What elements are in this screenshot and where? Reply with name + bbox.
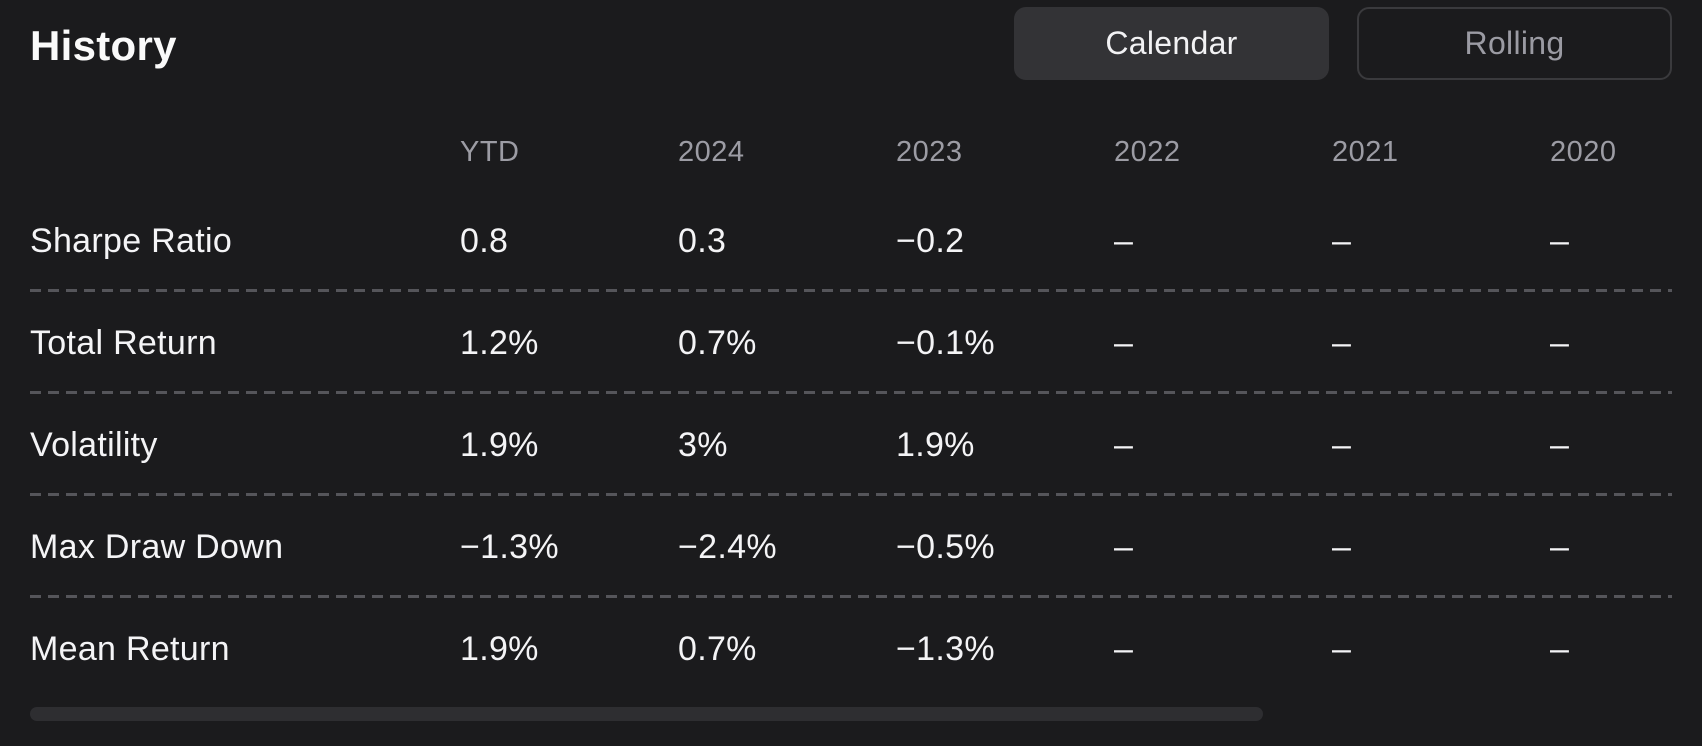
cell-value: −1.3%	[896, 629, 995, 668]
horizontal-scrollbar-track[interactable]	[30, 707, 1672, 721]
cell-value: −0.2	[896, 221, 965, 260]
table-body: Sharpe Ratio 0.8 0.3 −0.2 – – – Total Re…	[30, 190, 1672, 700]
cell-value: 0.7%	[678, 323, 757, 362]
history-table: YTD 2024 2023 2022 2021 2020 Sharpe Rati…	[30, 115, 1672, 700]
row-label: Max Draw Down	[30, 527, 284, 566]
cell-value: −1.3%	[460, 527, 559, 566]
cell-value: 0.8	[460, 221, 509, 260]
cell-value: 0.3	[678, 221, 727, 260]
column-header-2024: 2024	[678, 136, 745, 168]
page-title: History	[30, 22, 177, 69]
table-row-max-draw-down: Max Draw Down −1.3% −2.4% −0.5% – – –	[30, 496, 1672, 598]
cell-value: –	[1550, 629, 1570, 668]
cell-value: –	[1550, 323, 1570, 362]
cell-value: –	[1332, 323, 1352, 362]
rolling-button[interactable]: Rolling	[1357, 7, 1672, 80]
cell-value: –	[1550, 221, 1570, 260]
cell-value: 1.9%	[896, 425, 975, 464]
cell-value: −2.4%	[678, 527, 777, 566]
cell-value: –	[1114, 323, 1134, 362]
column-header-2022: 2022	[1114, 136, 1181, 168]
cell-value: 0.7%	[678, 629, 757, 668]
view-toggle-group: Calendar Rolling	[1014, 7, 1672, 80]
cell-value: –	[1332, 221, 1352, 260]
cell-value: –	[1114, 425, 1134, 464]
cell-value: –	[1550, 425, 1570, 464]
row-label: Total Return	[30, 323, 217, 362]
cell-value: 1.2%	[460, 323, 539, 362]
topbar: History Calendar Rolling	[0, 0, 1702, 95]
table-header-row: YTD 2024 2023 2022 2021 2020	[30, 115, 1672, 190]
cell-value: –	[1550, 527, 1570, 566]
row-label: Volatility	[30, 425, 158, 464]
calendar-button[interactable]: Calendar	[1014, 7, 1329, 80]
cell-value: –	[1114, 629, 1134, 668]
table-row-mean-return: Mean Return 1.9% 0.7% −1.3% – – –	[30, 598, 1672, 700]
cell-value: 3%	[678, 425, 728, 464]
cell-value: −0.1%	[896, 323, 995, 362]
cell-value: 1.9%	[460, 629, 539, 668]
column-header-2023: 2023	[896, 136, 963, 168]
cell-value: –	[1332, 425, 1352, 464]
row-label: Sharpe Ratio	[30, 221, 233, 260]
cell-value: 1.9%	[460, 425, 539, 464]
cell-value: –	[1114, 527, 1134, 566]
horizontal-scrollbar-thumb[interactable]	[30, 707, 1263, 721]
cell-value: –	[1332, 527, 1352, 566]
column-header-2020: 2020	[1550, 136, 1617, 168]
row-label: Mean Return	[30, 629, 230, 668]
column-header-2021: 2021	[1332, 136, 1399, 168]
table-row-sharpe-ratio: Sharpe Ratio 0.8 0.3 −0.2 – – –	[30, 190, 1672, 292]
cell-value: −0.5%	[896, 527, 995, 566]
cell-value: –	[1332, 629, 1352, 668]
table-row-volatility: Volatility 1.9% 3% 1.9% – – –	[30, 394, 1672, 496]
cell-value: –	[1114, 221, 1134, 260]
column-header-ytd: YTD	[460, 136, 520, 168]
table-row-total-return: Total Return 1.2% 0.7% −0.1% – – –	[30, 292, 1672, 394]
